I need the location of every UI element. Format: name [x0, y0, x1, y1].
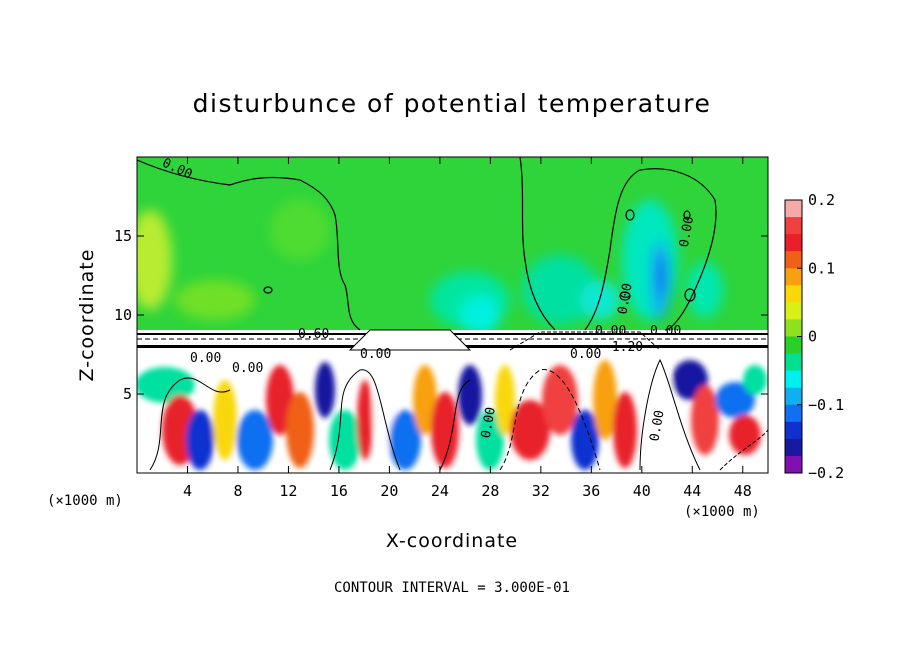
- colorbar-tick-label: 0: [808, 328, 817, 346]
- colorbar-ticks: 0.2 0.1 0 −0.1 −0.2: [797, 191, 844, 482]
- x-tick-label: 4: [183, 482, 192, 500]
- contour-label-12: 0.00: [232, 361, 263, 376]
- contour-label-3: 0.00: [647, 409, 667, 442]
- contour-label-11: −1.20: [604, 340, 643, 355]
- colorbar-swatch: [785, 302, 802, 320]
- y-axis: 5 10 15: [114, 227, 768, 403]
- colorbar-swatch: [785, 251, 802, 269]
- x-tick-label: 24: [431, 482, 449, 500]
- colorbar-swatch: [785, 319, 802, 337]
- colorbar-swatch: [785, 285, 802, 303]
- colorbar-swatch: [785, 234, 802, 252]
- x-unit-left: (×1000 m): [47, 493, 123, 509]
- lower-layer-contours: [149, 358, 768, 471]
- contour-label-9: 0.00: [595, 324, 626, 339]
- contour-label-5: 0.00: [190, 351, 221, 366]
- x-tick-label: 40: [633, 482, 651, 500]
- contour-label-2: 0.00: [479, 406, 499, 439]
- colorbar-swatch: [785, 370, 802, 389]
- colorbar-swatch: [785, 387, 802, 406]
- y-tick-label: 15: [114, 227, 132, 245]
- x-tick-label: 8: [233, 482, 242, 500]
- x-tick-label: 16: [330, 482, 348, 500]
- colorbar-swatch: [785, 455, 802, 474]
- x-tick-label: 36: [582, 482, 600, 500]
- colorbar-swatch: [785, 421, 802, 440]
- colorbar-swatch: [785, 268, 802, 286]
- x-tick-label: 28: [481, 482, 499, 500]
- lower-layer-field: [137, 353, 768, 473]
- contour-label-4: 0.00: [677, 215, 697, 248]
- colorbar-swatch: [785, 438, 802, 457]
- contour-label-8: 0.00: [570, 347, 601, 362]
- contour-label-10: 0.00: [650, 324, 681, 339]
- contour-label-6: 0.60: [298, 327, 329, 342]
- colorbar-swatch: [785, 200, 802, 218]
- x-tick-label: 12: [279, 482, 297, 500]
- contour-label-13: 0.00: [615, 282, 635, 315]
- colorbar-tick-label: −0.1: [808, 396, 844, 414]
- x-tick-label: 20: [380, 482, 398, 500]
- x-tick-label: 48: [734, 482, 752, 500]
- colorbar-swatch: [785, 217, 802, 235]
- x-tick-label: 32: [532, 482, 550, 500]
- heatmap-field: [137, 157, 768, 473]
- colorbar-swatch: [785, 404, 802, 423]
- contour-label-7: 0.00: [360, 347, 391, 362]
- x-axis: 4 8 12 16 20 24 28 32 36 40 44 48: [183, 157, 752, 500]
- colorbar-tick-label: 0.2: [808, 191, 835, 209]
- x-unit-right: (×1000 m): [684, 504, 760, 520]
- upper-layer-anomalies: [137, 200, 723, 335]
- colorbar-tick-label: 0.1: [808, 259, 835, 277]
- contour-interval-note: CONTOUR INTERVAL = 3.000E-01: [334, 580, 570, 596]
- y-tick-label: 5: [123, 385, 132, 403]
- y-tick-label: 10: [114, 306, 132, 324]
- chart-title: disturbunce of potential temperature: [193, 89, 712, 118]
- x-tick-label: 44: [683, 482, 701, 500]
- upper-layer-contours: [137, 157, 717, 331]
- colorbar-swatch: [785, 353, 802, 372]
- x-axis-label: X-coordinate: [386, 530, 518, 552]
- y-axis-label: Z-coordinate: [76, 249, 98, 382]
- colorbar-swatch: [785, 336, 802, 355]
- colorbar-tick-label: −0.2: [808, 464, 844, 482]
